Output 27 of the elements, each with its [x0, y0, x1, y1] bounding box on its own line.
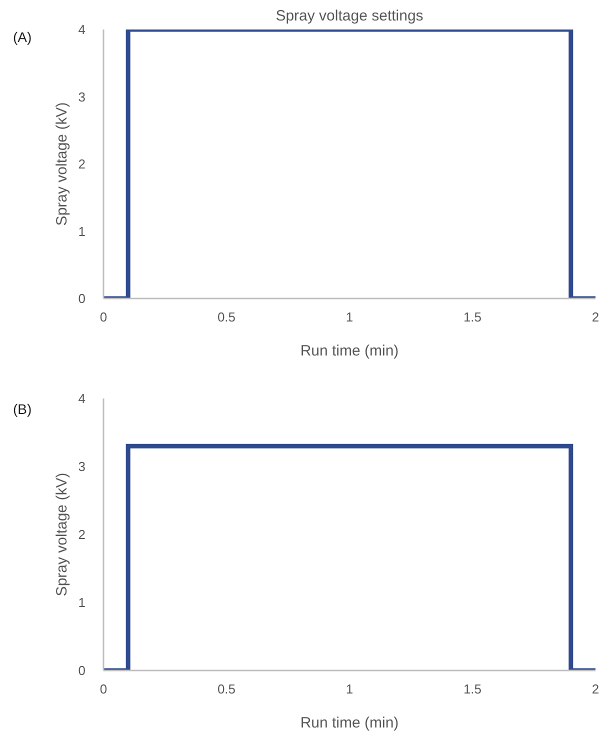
x-tick-label: 0.5: [217, 310, 236, 324]
x-tick-label: 1.5: [463, 682, 482, 696]
x-axis-title: Run time (min): [300, 714, 399, 732]
x-axis-title: Run time (min): [300, 342, 399, 360]
x-tick-label: 1: [346, 682, 354, 696]
x-tick-label: 2: [592, 682, 600, 696]
text: (B): [13, 400, 32, 419]
x-tick-label: 2: [592, 310, 600, 324]
y-tick-label: 1: [78, 595, 86, 610]
x-tick-label: 1: [346, 310, 354, 324]
y-tick-label: 3: [78, 459, 86, 474]
y-tick-label: 0: [78, 291, 86, 306]
x-tick-label: 0: [100, 310, 108, 324]
text: (A): [13, 28, 32, 47]
y-tick-label: 1: [78, 224, 86, 239]
y-tick-label: 2: [78, 156, 86, 172]
y-axis-title: Spray voltage (kV): [53, 102, 70, 226]
y-tick-label: 3: [78, 89, 86, 104]
y-tick-label: 0: [78, 663, 86, 678]
x-tick-label: 0.5: [217, 682, 236, 696]
x-tick-label: 1.5: [463, 310, 482, 324]
x-tick-label: 0: [100, 682, 108, 696]
y-axis-title: Spray voltage (kV): [53, 472, 70, 596]
y-tick-label: 4: [78, 391, 86, 406]
y-tick-label: 2: [78, 527, 86, 542]
y-tick-label: 4: [78, 22, 86, 37]
chart-title: Spray voltage settings: [276, 8, 424, 24]
